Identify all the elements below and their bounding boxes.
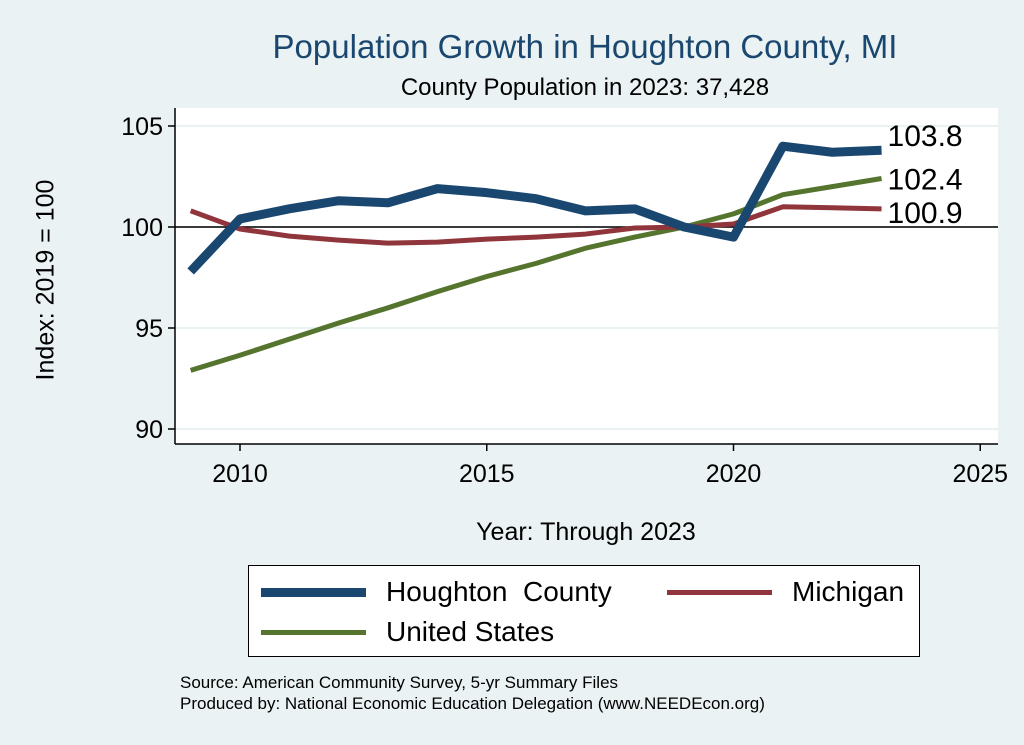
legend: Houghton County Michigan United States: [248, 565, 920, 657]
legend-label: United States: [386, 616, 555, 647]
end-label: 102.4: [888, 164, 963, 197]
chart-subtitle: County Population in 2023: 37,428: [400, 74, 770, 101]
legend-swatch: [261, 587, 366, 597]
x-axis-label: Year: Through 2023: [476, 518, 696, 546]
legend-label: Houghton County: [386, 576, 612, 607]
series-line-houghton-county: [187, 141, 882, 275]
y-tick-label: 105: [121, 113, 163, 141]
y-tick-label: 90: [135, 416, 163, 444]
legend-item-houghton: Houghton County: [261, 576, 612, 608]
end-label: 103.8: [888, 120, 963, 153]
end-label: 100.9: [888, 197, 963, 230]
chart-title: Population Growth in Houghton County, MI: [272, 28, 898, 65]
x-tick-label: 2020: [706, 460, 762, 488]
legend-item-us: United States: [261, 616, 554, 648]
x-tick-label: 2015: [459, 460, 515, 488]
producer-note: Produced by: National Economic Education…: [180, 694, 765, 713]
series-line-united-states: [189, 176, 882, 373]
series-line-michigan: [189, 204, 882, 246]
plot-area: [175, 108, 998, 444]
legend-swatch: [667, 589, 772, 595]
x-tick-label: 2025: [952, 460, 1008, 488]
y-tick-label: 95: [135, 315, 163, 343]
legend-label: Michigan: [792, 576, 905, 607]
x-tick-label: 2010: [212, 460, 268, 488]
y-tick-label: 100: [121, 214, 163, 242]
legend-swatch: [261, 629, 366, 635]
source-note: Source: American Community Survey, 5-yr …: [180, 673, 619, 692]
legend-item-michigan: Michigan: [667, 576, 904, 608]
